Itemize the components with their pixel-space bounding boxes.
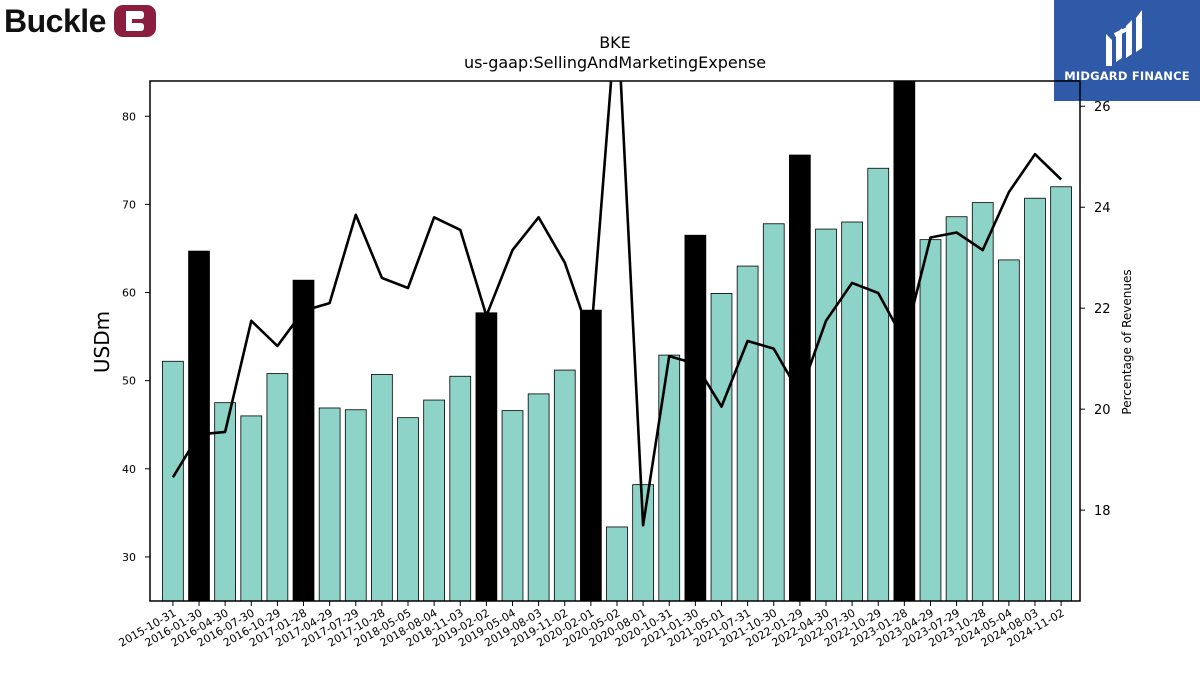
bar	[475, 312, 498, 602]
chart-title: BKE	[599, 33, 631, 52]
bar	[553, 369, 576, 602]
bar	[762, 223, 785, 602]
bar	[371, 374, 393, 602]
bar	[945, 216, 968, 602]
y-tick-label: 40	[122, 463, 136, 476]
bar	[815, 228, 837, 602]
bar	[1050, 186, 1072, 602]
y2-tick-label: 20	[1094, 403, 1111, 418]
bar	[240, 415, 263, 602]
midgard-finance-text: MIDGARD FINANCE	[1064, 69, 1190, 83]
bar	[1024, 197, 1046, 602]
bar	[998, 259, 1020, 602]
line-series	[171, 81, 1063, 527]
bar	[188, 250, 210, 602]
bar	[449, 375, 472, 602]
bar	[971, 202, 994, 602]
bar	[266, 373, 289, 602]
bar	[684, 234, 707, 602]
y2-tick-label: 26	[1094, 100, 1111, 115]
y-axis-label: USDm	[90, 311, 114, 373]
y-tick-label: 70	[122, 198, 136, 211]
buckle-logo: Buckle	[4, 4, 156, 38]
y2-axis-label: Percentage of Revenues	[1120, 269, 1134, 414]
bar	[527, 393, 550, 602]
bar	[423, 399, 445, 602]
bar	[789, 154, 811, 602]
bar	[501, 410, 524, 602]
plot-frame	[149, 80, 1081, 602]
y-tick-label: 30	[122, 551, 136, 564]
y-tick-label: 50	[122, 375, 136, 388]
bar	[658, 354, 681, 602]
bar	[397, 417, 419, 602]
bar	[919, 239, 942, 602]
y2-tick-label: 22	[1094, 302, 1111, 317]
bar	[841, 221, 863, 602]
midgard-finance-logo: MIDGARD FINANCE	[1054, 0, 1200, 101]
bar	[344, 409, 367, 602]
bar	[162, 360, 184, 602]
bar	[606, 526, 628, 602]
bar	[867, 167, 890, 602]
y2-tick-label: 18	[1094, 504, 1111, 519]
plot-area: 30405060708018202224262015-10-312016-01-…	[117, 80, 1111, 650]
midgard-finance-mark-icon	[1106, 10, 1142, 66]
bar	[736, 265, 759, 602]
y-tick-label: 60	[122, 287, 136, 300]
bar	[318, 407, 341, 602]
buckle-logo-text: Buckle	[4, 3, 106, 39]
buckle-logo-mark-icon	[113, 5, 156, 37]
bar	[292, 279, 315, 602]
chart-subtitle: us-gaap:SellingAndMarketingExpense	[464, 53, 766, 72]
bar	[580, 309, 602, 602]
y2-tick-label: 24	[1094, 201, 1111, 216]
y-tick-label: 80	[122, 110, 136, 123]
bar	[710, 293, 733, 602]
